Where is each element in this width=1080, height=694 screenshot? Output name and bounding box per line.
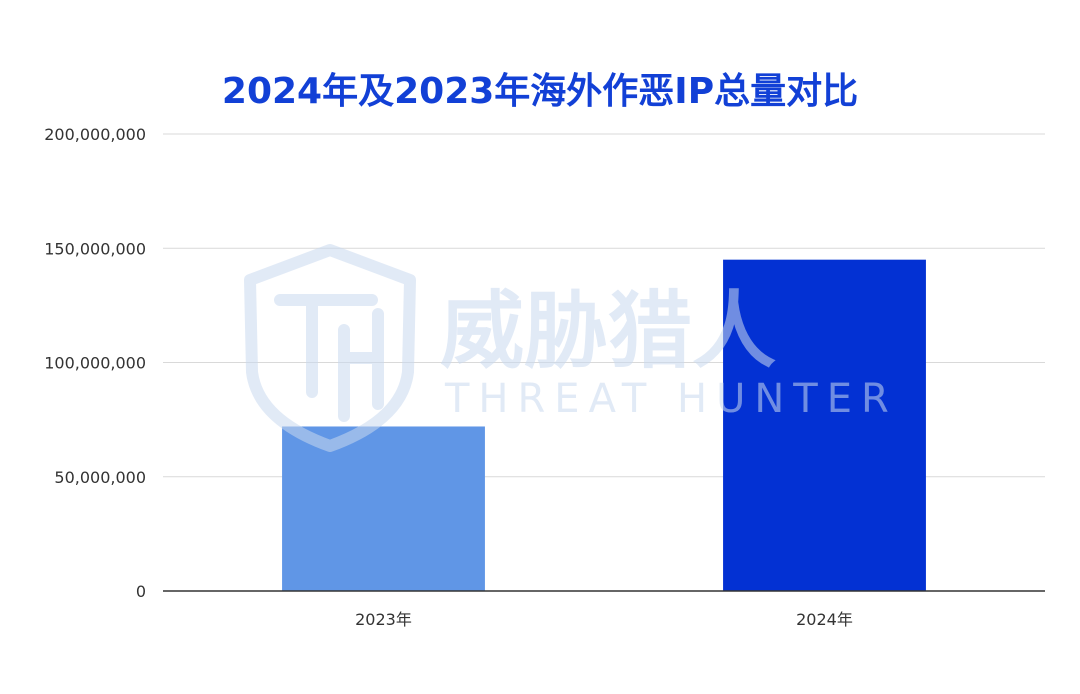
x-category-label: 2023年 xyxy=(355,610,412,629)
y-tick-label: 200,000,000 xyxy=(44,125,146,144)
bars xyxy=(282,259,926,591)
watermark-cn-text: 威胁猎人 xyxy=(440,282,776,380)
x-axis-categories: 2023年 2024年 xyxy=(355,610,853,629)
y-tick-label: 50,000,000 xyxy=(54,468,146,487)
y-tick-label: 100,000,000 xyxy=(44,354,146,373)
y-tick-label: 0 xyxy=(136,582,146,601)
y-tick-label: 150,000,000 xyxy=(44,239,146,258)
x-category-label: 2024年 xyxy=(796,610,853,629)
watermark: 威胁猎人 THREAT HUNTER xyxy=(244,244,898,452)
bar-2023年 xyxy=(282,426,485,591)
chart-title: 2024年及2023年海外作恶IP总量对比 xyxy=(221,71,859,112)
th-shield-logo-icon xyxy=(244,244,416,452)
y-axis-ticks: 0 50,000,000 100,000,000 150,000,000 200,000… xyxy=(44,125,146,601)
bar-2024年 xyxy=(723,259,926,591)
watermark-en-text: THREAT HUNTER xyxy=(444,376,898,422)
